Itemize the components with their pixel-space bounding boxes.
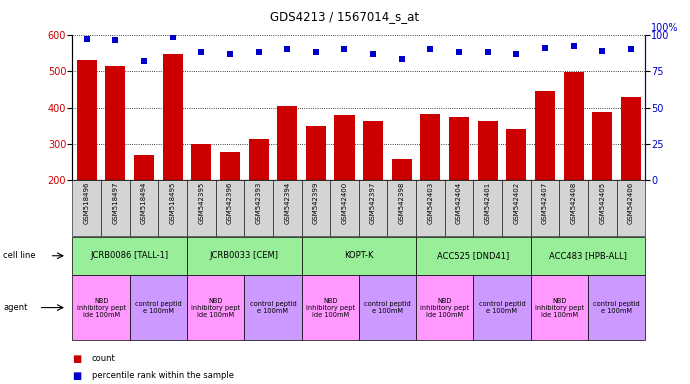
Bar: [420, 114, 440, 180]
Bar: [449, 117, 469, 180]
Point: [568, 43, 579, 49]
Text: NBD
inhibitory pept
ide 100mM: NBD inhibitory pept ide 100mM: [420, 298, 469, 318]
Bar: [306, 126, 326, 180]
Text: ACC483 [HPB-ALL]: ACC483 [HPB-ALL]: [549, 251, 627, 260]
Text: control peptid
e 100mM: control peptid e 100mM: [479, 301, 525, 314]
Text: cell line: cell line: [3, 251, 36, 260]
Text: GSM542400: GSM542400: [342, 182, 348, 224]
Text: GSM542395: GSM542395: [198, 182, 204, 224]
Text: agent: agent: [3, 303, 28, 312]
Text: GSM518496: GSM518496: [83, 182, 90, 224]
Point: [282, 46, 293, 52]
Bar: [363, 121, 383, 180]
Point: [453, 49, 464, 55]
Text: GSM542398: GSM542398: [399, 182, 405, 224]
Text: GSM542399: GSM542399: [313, 182, 319, 224]
Bar: [77, 60, 97, 180]
Text: GSM542408: GSM542408: [571, 182, 577, 224]
Bar: [248, 139, 268, 180]
Point: [425, 46, 436, 52]
Point: [339, 46, 350, 52]
Text: 100%: 100%: [651, 23, 678, 33]
Text: NBD
inhibitory pept
ide 100mM: NBD inhibitory pept ide 100mM: [535, 298, 584, 318]
Text: NBD
inhibitory pept
ide 100mM: NBD inhibitory pept ide 100mM: [77, 298, 126, 318]
Text: ■: ■: [72, 354, 81, 364]
Text: JCRB0086 [TALL-1]: JCRB0086 [TALL-1]: [90, 251, 169, 260]
Point: [625, 46, 636, 52]
Text: GSM518494: GSM518494: [141, 182, 147, 224]
Text: GSM542401: GSM542401: [484, 182, 491, 224]
Text: NBD
inhibitory pept
ide 100mM: NBD inhibitory pept ide 100mM: [191, 298, 240, 318]
Bar: [621, 97, 641, 180]
Text: GSM542403: GSM542403: [427, 182, 433, 224]
Text: KOPT-K: KOPT-K: [344, 251, 373, 260]
Text: ■: ■: [72, 371, 81, 381]
Point: [167, 35, 178, 41]
Text: GSM542397: GSM542397: [370, 182, 376, 224]
Text: control peptid
e 100mM: control peptid e 100mM: [250, 301, 296, 314]
Bar: [477, 121, 497, 180]
Text: GSM542393: GSM542393: [255, 182, 262, 224]
Bar: [564, 72, 584, 180]
Text: control peptid
e 100mM: control peptid e 100mM: [135, 301, 181, 314]
Point: [368, 50, 379, 56]
Point: [224, 50, 235, 56]
Bar: [191, 144, 211, 180]
Text: GSM542394: GSM542394: [284, 182, 290, 224]
Point: [540, 45, 551, 51]
Point: [110, 37, 121, 43]
Text: count: count: [92, 354, 115, 363]
Text: GSM542407: GSM542407: [542, 182, 548, 224]
Text: control peptid
e 100mM: control peptid e 100mM: [593, 301, 640, 314]
Bar: [392, 159, 412, 180]
Text: percentile rank within the sample: percentile rank within the sample: [92, 371, 234, 380]
Text: GSM542402: GSM542402: [513, 182, 520, 224]
Point: [396, 56, 407, 63]
Point: [81, 36, 92, 42]
Text: GSM542396: GSM542396: [227, 182, 233, 224]
Text: GSM542405: GSM542405: [599, 182, 605, 224]
Bar: [106, 66, 126, 180]
Bar: [535, 91, 555, 180]
Text: GSM542406: GSM542406: [628, 182, 634, 224]
Bar: [220, 152, 240, 180]
Bar: [163, 53, 183, 180]
Text: GDS4213 / 1567014_s_at: GDS4213 / 1567014_s_at: [270, 10, 420, 23]
Point: [139, 58, 150, 64]
Text: GSM518497: GSM518497: [112, 182, 119, 224]
Bar: [335, 115, 355, 180]
Text: JCRB0033 [CEM]: JCRB0033 [CEM]: [210, 251, 279, 260]
Point: [511, 50, 522, 56]
Point: [597, 48, 608, 54]
Point: [482, 49, 493, 55]
Point: [253, 49, 264, 55]
Text: ACC525 [DND41]: ACC525 [DND41]: [437, 251, 509, 260]
Bar: [134, 155, 154, 180]
Point: [196, 49, 207, 55]
Text: control peptid
e 100mM: control peptid e 100mM: [364, 301, 411, 314]
Point: [310, 49, 322, 55]
Text: NBD
inhibitory pept
ide 100mM: NBD inhibitory pept ide 100mM: [306, 298, 355, 318]
Text: GSM542404: GSM542404: [456, 182, 462, 224]
Bar: [506, 129, 526, 180]
Bar: [277, 106, 297, 180]
Bar: [592, 112, 612, 180]
Text: GSM518495: GSM518495: [170, 182, 176, 224]
